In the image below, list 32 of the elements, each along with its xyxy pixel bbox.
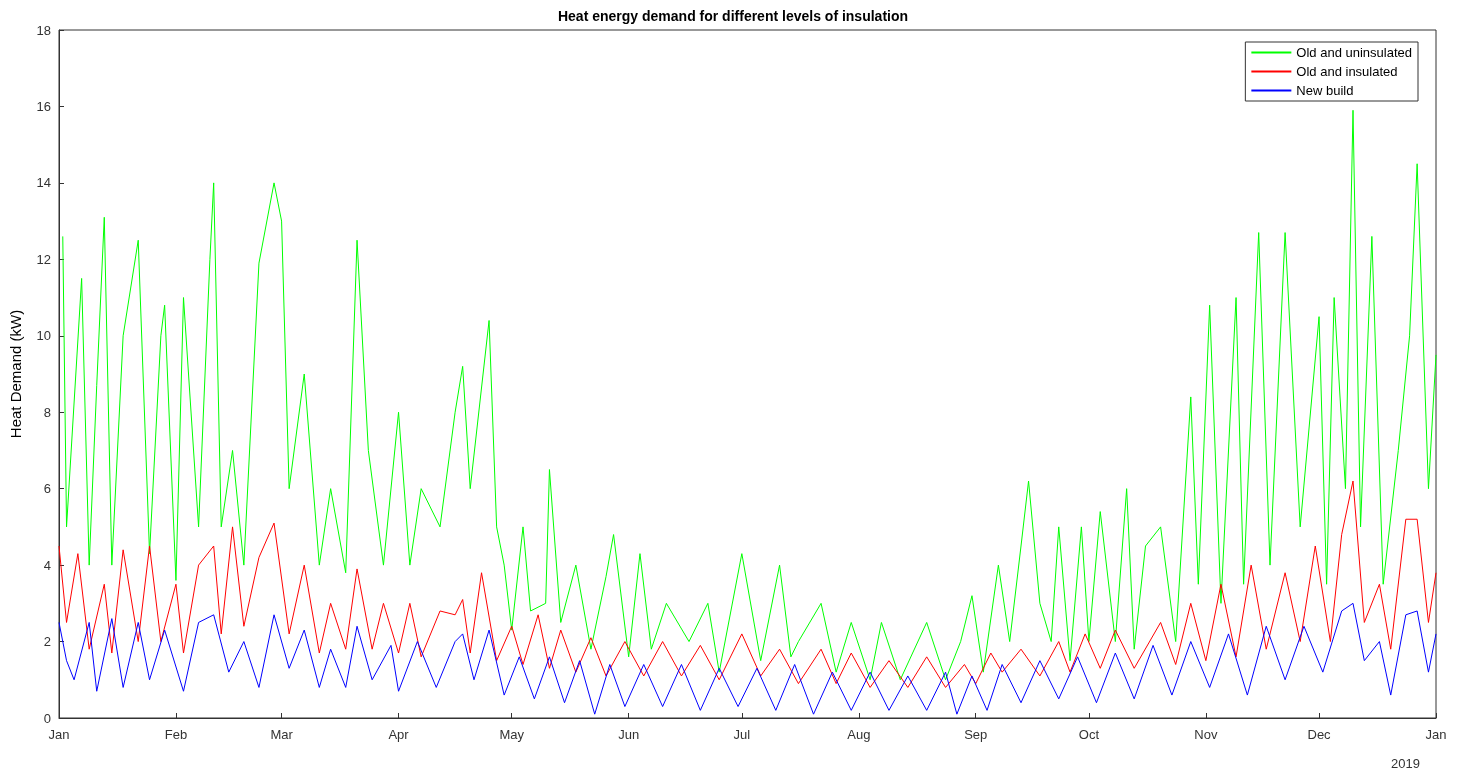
line-series [62, 109, 1437, 681]
y-axis-title: Heat Demand (kW) [7, 309, 24, 439]
chart-title: Heat energy demand for different levels of insulation [557, 8, 909, 24]
y-tick-label: 8 [43, 404, 51, 420]
y-tick-label: 10 [36, 328, 51, 344]
y-tick-label: 4 [43, 557, 51, 573]
x-tick-label: Mar [270, 727, 294, 742]
x-tick-label: May [499, 727, 525, 742]
legend-label: Old and uninsulated [1296, 45, 1413, 60]
x-tick-label: Oct [1078, 727, 1100, 742]
x-tick-label: Jan [48, 727, 70, 742]
line-series [58, 602, 1437, 715]
y-tick-label: 18 [36, 22, 51, 38]
y-tick-label: 6 [43, 481, 51, 497]
y-tick-label: 2 [43, 634, 51, 650]
y-tick-label: 0 [43, 710, 51, 726]
x-tick-label: Feb [164, 727, 188, 742]
x-tick-label: Jan [1425, 727, 1447, 742]
line-series [58, 480, 1437, 688]
y-tick-label: 16 [36, 98, 51, 114]
x-tick-label: Dec [1307, 727, 1332, 742]
x-tick-label: Jun [618, 727, 640, 742]
x-tick-label: Aug [847, 727, 871, 742]
x-tick-label: Nov [1194, 727, 1218, 742]
y-tick-label: 14 [36, 175, 51, 191]
y-tick-label: 12 [36, 251, 51, 267]
x-tick-label: Sep [964, 727, 988, 742]
legend-label: Old and insulated [1296, 64, 1398, 79]
legend-label: New build [1296, 83, 1354, 98]
x-tick-label: Apr [388, 727, 410, 742]
x-tick-label: Jul [733, 727, 751, 742]
text: 2019 [1391, 756, 1420, 771]
